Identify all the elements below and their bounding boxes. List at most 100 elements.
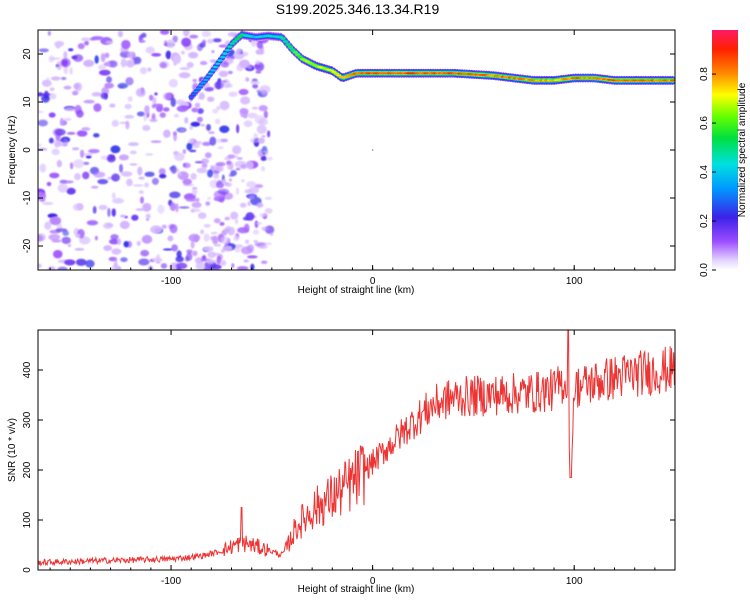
spectrogram-noise-blob xyxy=(48,137,54,144)
spectrogram-y-tick-label: 0 xyxy=(22,147,33,153)
spectrogram-noise-blob xyxy=(75,233,81,238)
spectrogram-noise-blob xyxy=(241,51,249,57)
spectrogram-noise-blob xyxy=(245,239,250,244)
spectrogram-noise-blob xyxy=(190,172,197,180)
spectrogram-noise-blob xyxy=(246,181,257,188)
spectrogram-noise-blob xyxy=(145,46,155,54)
spectrogram-noise-blob xyxy=(133,56,142,65)
spectrogram-noise-blob xyxy=(58,138,67,143)
spectrogram-noise-blob xyxy=(114,258,118,268)
spectrogram-noise-blob xyxy=(171,244,178,252)
spectrogram-noise-blob xyxy=(160,263,168,269)
spectrogram-noise-blob xyxy=(149,118,158,122)
snr-y-axis: 0 100 200 300 400 xyxy=(22,361,675,573)
spectrogram-noise-blob xyxy=(180,128,185,133)
spectrogram-noise-blob xyxy=(82,171,90,180)
spectrogram-noise-blob xyxy=(170,164,177,174)
spectrogram-noise-blob xyxy=(169,191,181,199)
colorbar-label: Normalized spectral amplitude xyxy=(737,82,748,217)
spectrogram-noise-blob xyxy=(170,97,176,107)
spectrogram-noise-blob xyxy=(110,234,119,240)
spectrogram-noise-blob xyxy=(111,208,116,217)
spectrogram-noise-blob xyxy=(111,119,119,127)
spectrogram-noise-blob xyxy=(182,162,191,169)
spectrogram-noise-blob xyxy=(213,173,220,179)
spectrogram-noise-blob xyxy=(118,154,129,161)
spectrogram-noise-blob xyxy=(235,167,241,171)
spectrogram-noise-blob xyxy=(234,155,238,158)
spectrogram-noise-blob xyxy=(77,43,85,50)
spectrogram-noise-blob xyxy=(64,106,76,112)
spectrogram-noise-blob xyxy=(236,124,240,134)
spectrogram-noise-blob xyxy=(81,127,91,131)
spectrogram-noise-blob xyxy=(177,172,182,176)
spectrogram-noise-blob xyxy=(49,92,57,100)
spectrogram-noise-blob xyxy=(92,205,97,214)
spectrogram-noise-blob xyxy=(79,149,85,159)
spectrogram-noise-blob xyxy=(190,240,195,249)
spectrogram-noise-blob xyxy=(213,243,222,247)
spectrogram-ridge-cell xyxy=(205,75,211,78)
spectrogram-noise-blob xyxy=(208,131,215,135)
spectrogram-noise-blob xyxy=(91,185,99,189)
spectrogram-noise-blob xyxy=(163,129,171,138)
spectrogram-noise-blob xyxy=(245,160,254,170)
spectrogram-noise-blob xyxy=(239,202,247,208)
spectrogram-noise-blob xyxy=(246,244,255,253)
spectrogram-noise-blob xyxy=(186,61,194,69)
spectrogram-ridge-cell xyxy=(207,72,214,75)
spectrogram-noise-blob xyxy=(120,257,128,263)
spectrogram-noise-blob xyxy=(124,103,132,110)
spectrogram-noise-blob xyxy=(225,83,233,88)
spectrogram-noise-blob xyxy=(184,256,190,262)
spectrogram-noise-blob xyxy=(267,130,271,138)
spectrogram-noise-blob xyxy=(219,259,227,266)
spectrogram-noise-blob xyxy=(256,202,264,208)
spectrogram-noise-blob xyxy=(41,94,50,103)
spectrogram-noise-blob xyxy=(117,82,128,89)
spectrogram-noise-blob xyxy=(56,159,63,168)
spectrogram-noise-blob xyxy=(173,132,177,142)
spectrogram-noise-blob xyxy=(181,37,192,47)
spectrogram-noise-blob xyxy=(223,157,232,161)
spectrogram-noise-blob xyxy=(85,155,92,159)
snr-x-tick-label: 100 xyxy=(566,576,583,587)
spectrogram-noise-blob xyxy=(159,173,167,179)
spectrogram-noise-blob xyxy=(69,162,74,170)
spectrogram-noise-blob xyxy=(179,67,190,71)
spectrogram-noise xyxy=(38,30,275,270)
spectrogram-noise-blob xyxy=(94,55,99,64)
spectrogram-noise-blob xyxy=(217,188,230,195)
spectrogram-noise-blob xyxy=(162,107,170,112)
spectrogram-noise-blob xyxy=(126,51,135,59)
spectrogram-noise-blob xyxy=(159,62,167,69)
spectrogram-noise-blob xyxy=(215,118,221,125)
spectrogram-ridge-cell xyxy=(287,46,293,49)
spectrogram-y-label: Frequency (Hz) xyxy=(7,116,18,185)
spectrogram-noise-blob xyxy=(132,184,144,187)
snr-series-line xyxy=(38,330,675,567)
colorbar-gradient xyxy=(712,30,738,270)
spectrogram-noise-blob xyxy=(261,135,266,138)
spectrogram-noise-blob xyxy=(234,246,241,253)
spectrogram-noise-blob xyxy=(154,92,158,96)
spectrogram-ridge-cell xyxy=(210,69,216,72)
spectrogram-noise-blob xyxy=(103,245,113,251)
spectrogram-noise-blob xyxy=(47,266,56,270)
spectrogram-noise-blob xyxy=(218,44,228,48)
spectrogram-ridge-cell xyxy=(280,37,286,40)
spectrogram-noise-blob xyxy=(162,92,172,100)
snr-x-tick-label: 0 xyxy=(370,576,376,587)
spectrogram-noise-blob xyxy=(157,204,165,214)
spectrogram-noise-blob xyxy=(259,213,267,218)
spectrogram-ridge-cell xyxy=(232,40,238,43)
spectrogram-noise-blob xyxy=(91,92,102,97)
spectrogram-noise-blob xyxy=(97,178,109,185)
spectrogram-noise-blob xyxy=(198,92,205,100)
spectrogram-noise-blob xyxy=(220,236,230,245)
spectrogram-noise-blob xyxy=(212,108,219,114)
spectrogram-center-dot xyxy=(371,149,374,151)
spectrogram-noise-blob xyxy=(196,167,208,174)
spectrogram-noise-blob xyxy=(61,236,71,245)
spectrogram-noise-blob xyxy=(243,120,253,128)
